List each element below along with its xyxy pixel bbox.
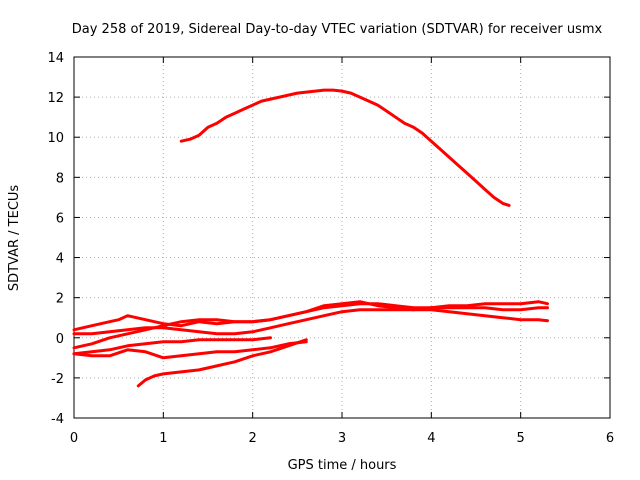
y-tick-label: 6 [56,211,64,226]
series-group [72,88,549,388]
y-tick-label: 12 [47,91,64,106]
y-tick-label: -2 [51,372,64,387]
y-tick-label: 0 [56,332,64,347]
axis-ticks [73,56,611,419]
y-tick-label: 14 [47,51,64,66]
y-tick-label: -4 [51,412,64,427]
y-tick-label: 10 [47,131,64,146]
x-axis-label: GPS time / hours [288,458,397,473]
series-line-satellite-arc-e [72,340,308,360]
series-line-satellite-arc-d [72,336,272,356]
x-tick-label: 1 [159,431,167,446]
x-tick-label: 5 [517,431,525,446]
x-tick-label: 3 [338,431,346,446]
y-tick-label: 8 [56,171,64,186]
y-tick-label: 2 [56,292,64,307]
x-tick-label: 6 [606,431,614,446]
y-tick-labels: -4 -2 0 2 4 6 8 10 12 14 [47,51,64,427]
series-line-satellite-arc-high [179,88,511,207]
grid-lines [74,57,610,418]
y-tick-label: 4 [56,252,64,267]
y-axis-label: SDTVAR / TECUs [7,185,22,292]
x-tick-label: 2 [249,431,257,446]
x-tick-label: 4 [427,431,435,446]
series-line-satellite-arc-c [72,306,549,336]
x-tick-labels: 0 1 2 3 4 5 6 [70,431,614,446]
x-tick-label: 0 [70,431,78,446]
chart-title: Day 258 of 2019, Sidereal Day-to-day VTE… [72,22,603,37]
series-line-satellite-arc-low [136,338,308,388]
